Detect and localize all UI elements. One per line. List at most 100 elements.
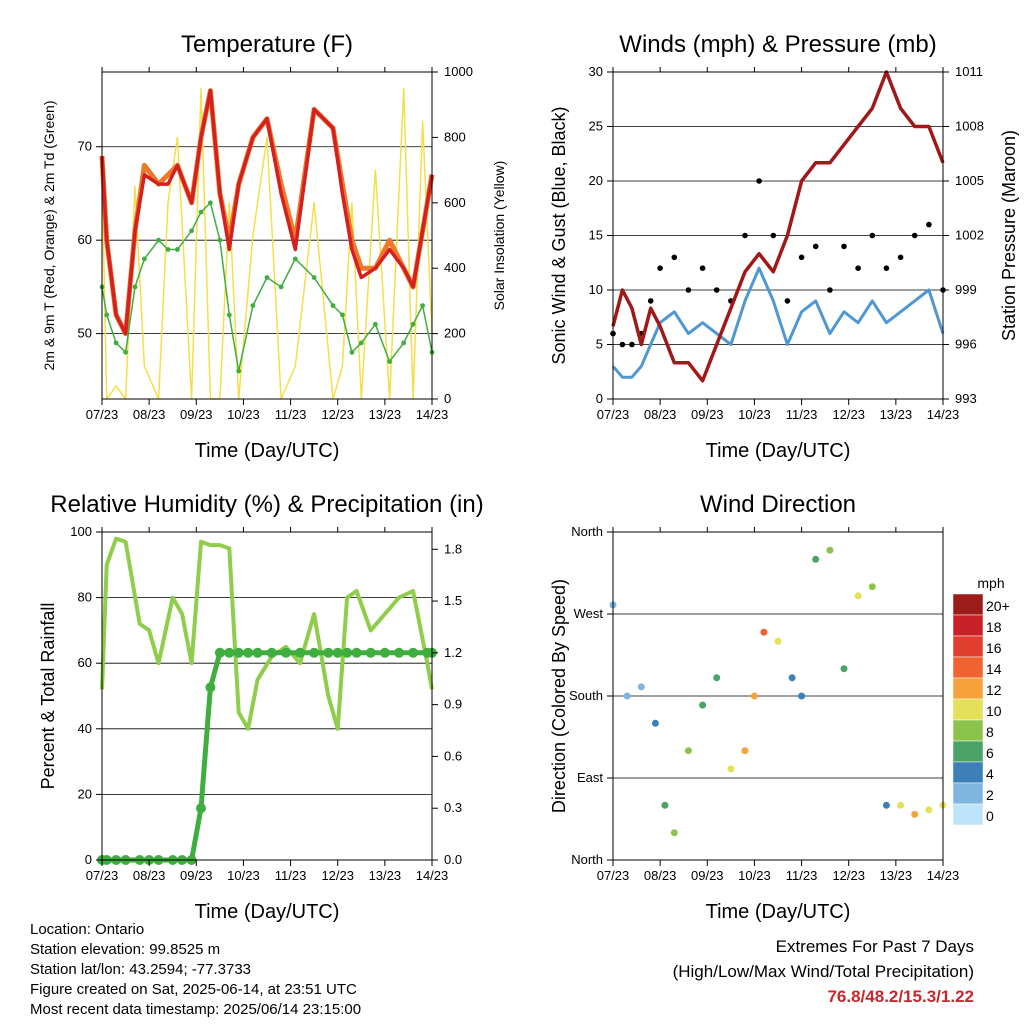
y-right-tick-label: 1002 (955, 228, 984, 243)
precip-point (342, 647, 353, 658)
y-tick-label: 25 (589, 119, 603, 134)
location-text: Location: Ontario (30, 921, 145, 938)
gust-point (926, 221, 932, 228)
x-tick-label: 09/23 (691, 868, 724, 883)
direction-point (741, 747, 749, 755)
x-tick-label: 14/23 (927, 407, 960, 422)
gust-point (713, 287, 720, 293)
y-tick-label: 80 (78, 590, 92, 605)
gust-point (756, 178, 762, 184)
x-tick-label: 11/23 (786, 407, 818, 422)
y-axis-label: 2m & 9m T (Red, Orange) & 2m Td (Green) (41, 101, 57, 371)
precip-point (205, 682, 216, 693)
precip-point (214, 647, 225, 658)
precip-point (243, 647, 254, 658)
precip-point (351, 647, 362, 658)
y-right-tick-label: 996 (955, 337, 977, 352)
y-tick-label: 0 (85, 852, 92, 867)
x-axis-label: Time (Day/UTC) (706, 440, 851, 462)
x-tick-label: 12/23 (832, 407, 865, 422)
legend-label: 18 (986, 619, 1002, 635)
x-tick-label: 13/23 (369, 407, 402, 422)
direction-point (840, 665, 848, 673)
extremes-values: 76.8/48.2/15.3/1.22 (827, 987, 974, 1006)
legend-swatch (952, 614, 984, 637)
speed-legend: mph 20+ 18 16 14 12 10 8 6 4 2 0 (952, 575, 1010, 826)
legend-label: 16 (986, 640, 1002, 656)
legend-label: 14 (986, 661, 1002, 677)
y-right-tick-label: 993 (955, 391, 977, 406)
y-tick-label: 5 (596, 337, 603, 352)
legend-label: 20+ (986, 598, 1010, 614)
y-right-tick-label: 800 (444, 129, 466, 144)
x-axis-label: Time (Day/UTC) (195, 440, 340, 462)
chart-title: Winds (mph) & Pressure (mb) (619, 31, 936, 58)
y-right-axis-label: Station Pressure (Maroon) (999, 130, 1019, 341)
y-right-tick-label: 0 (444, 391, 451, 406)
direction-point (713, 674, 721, 682)
gust-point (897, 254, 904, 261)
x-tick-label: 11/23 (275, 868, 307, 883)
y-right-tick-label: 200 (444, 326, 466, 341)
y-right-axis-label: Solar Insolation (Yellow) (491, 161, 507, 311)
y-right-tick-label: 999 (955, 282, 977, 297)
legend-swatch (952, 635, 984, 658)
latlon-text: Station lat/lon: 43.2594; -77.3733 (30, 961, 252, 978)
precip-point (295, 647, 305, 658)
x-tick-label: 08/23 (644, 407, 677, 422)
gust-point (657, 265, 663, 272)
x-tick-label: 14/23 (416, 868, 449, 883)
legend-label: 10 (986, 703, 1002, 719)
x-tick-label: 10/23 (738, 407, 771, 422)
x-tick-label: 12/23 (321, 868, 354, 883)
legend-swatch (952, 677, 984, 700)
direction-point (661, 801, 669, 809)
y-tick-label: 40 (78, 721, 92, 736)
y-right-tick-label: 1.2 (444, 645, 462, 660)
gust-point (827, 287, 833, 293)
direction-point (798, 692, 806, 700)
gust-point (671, 254, 678, 261)
gust-point (855, 265, 861, 272)
y-tick-label: 0 (596, 391, 603, 406)
gust-point (629, 341, 635, 348)
direction-point (868, 583, 876, 591)
legend-swatch (952, 803, 984, 826)
direction-point (897, 801, 905, 809)
y-right-tick-label: 0.6 (444, 748, 462, 763)
direction-point (651, 719, 659, 727)
y-tick-label: West (574, 606, 604, 621)
gust-point (911, 232, 918, 239)
x-tick-label: 14/23 (416, 407, 449, 422)
precip-point (379, 647, 390, 658)
x-tick-label: 12/23 (832, 868, 865, 883)
precip-point (196, 803, 206, 814)
plot-border (101, 531, 433, 861)
x-tick-label: 13/23 (880, 407, 913, 422)
y-right-tick-label: 400 (444, 260, 466, 275)
legend-swatch (952, 593, 984, 616)
gust-point (685, 287, 692, 293)
wind-direction-panel: 07/23 08/23 09/23 10/23 11/23 12/23 13/23 14/23… (549, 491, 959, 923)
x-tick-label: 13/23 (880, 868, 913, 883)
x-tick-label: 10/23 (227, 407, 260, 422)
gust-point (647, 298, 654, 304)
legend-swatch (952, 740, 984, 763)
x-tick-label: 07/23 (597, 407, 630, 422)
direction-point (670, 829, 678, 837)
direction-point (623, 692, 631, 700)
y-axis-label: Sonic Wind & Gust (Blue, Black) (549, 106, 569, 364)
gust-point (841, 243, 847, 250)
precip-point (394, 647, 404, 658)
y-tick-label: 10 (589, 282, 603, 297)
y-tick-label: 50 (78, 326, 92, 341)
y-tick-label: 60 (78, 232, 92, 247)
y-tick-label: East (577, 770, 603, 785)
legend-label: 2 (986, 787, 994, 803)
x-axis-label: Time (Day/UTC) (195, 901, 340, 923)
gust-point (798, 254, 805, 261)
y-right-tick-label: 1008 (955, 119, 984, 134)
y-right-tick-label: 0.0 (444, 852, 462, 867)
legend-label: 12 (986, 682, 1002, 698)
direction-point (774, 637, 782, 645)
